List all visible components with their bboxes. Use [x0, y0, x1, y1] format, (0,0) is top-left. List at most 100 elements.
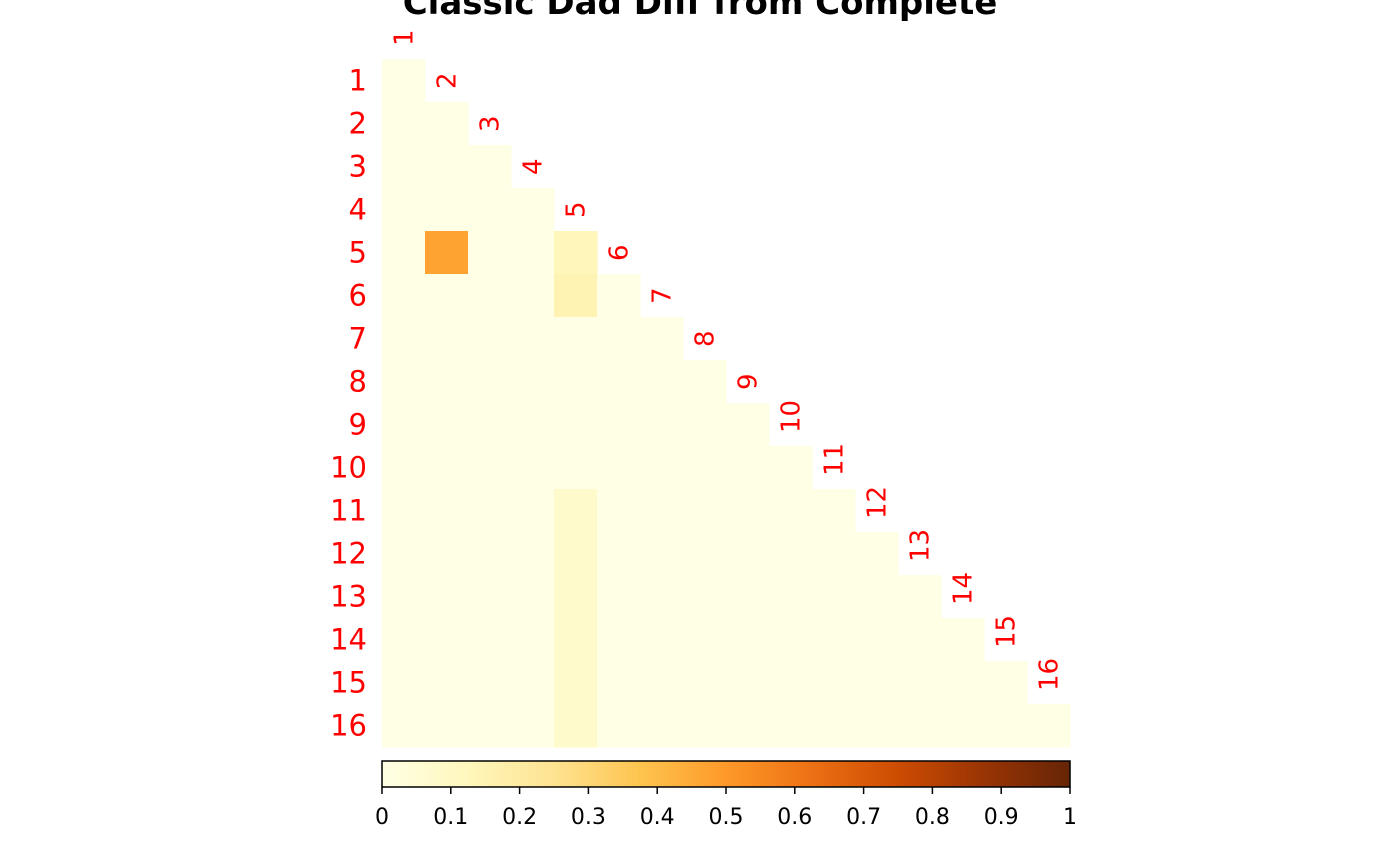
heatmap-cell-r15-c6 [597, 661, 641, 705]
heatmap-cell-r13-c1 [382, 575, 426, 619]
heatmap-cell-r16-c5 [554, 704, 598, 748]
heatmap-cell-r15-c2 [425, 661, 469, 705]
colorbar-tick-label: 0.1 [433, 805, 468, 830]
column-label-15: 15 [992, 615, 1022, 648]
heatmap-cell-r16-c12 [855, 704, 899, 748]
heatmap-cell-r14-c2 [425, 618, 469, 662]
heatmap-cell-r13-c5 [554, 575, 598, 619]
heatmap-cell-r11-c11 [812, 489, 856, 533]
heatmap-cell-r16-c4 [511, 704, 555, 748]
heatmap-cell-r14-c9 [726, 618, 770, 662]
heatmap-cell-r11-c1 [382, 489, 426, 533]
chart-title: Classic Dad Diff from Complete [403, 0, 998, 23]
heatmap-cell-r16-c6 [597, 704, 641, 748]
heatmap-cell-r8-c2 [425, 360, 469, 404]
heatmap-cell-r7-c7 [640, 317, 684, 361]
heatmap-cell-r15-c10 [769, 661, 813, 705]
heatmap-cell-r16-c14 [941, 704, 985, 748]
heatmap-cell-r16-c13 [898, 704, 942, 748]
heatmap-cell-r9-c2 [425, 403, 469, 447]
row-label-13: 13 [330, 580, 367, 614]
heatmap-cell-r11-c5 [554, 489, 598, 533]
column-label-9: 9 [734, 373, 764, 390]
colorbar-tick-label: 1 [1063, 805, 1077, 830]
heatmap-cell-r16-c15 [984, 704, 1028, 748]
heatmap-cell-r12-c2 [425, 532, 469, 576]
row-label-3: 3 [349, 150, 367, 184]
heatmap-cell-r16-c11 [812, 704, 856, 748]
heatmap-cell-r14-c10 [769, 618, 813, 662]
heatmap-cell-r2-c2 [425, 102, 469, 146]
heatmap-cell-r15-c13 [898, 661, 942, 705]
heatmap-cell-r15-c8 [683, 661, 727, 705]
heatmap-cell-r14-c13 [898, 618, 942, 662]
heatmap-cell-r11-c3 [468, 489, 512, 533]
heatmap-cell-r16-c16 [1027, 704, 1071, 748]
heatmap-cell-r15-c5 [554, 661, 598, 705]
heatmap-cell-r16-c8 [683, 704, 727, 748]
heatmap-cell-r8-c4 [511, 360, 555, 404]
heatmap-cell-r11-c6 [597, 489, 641, 533]
heatmap-cell-r12-c5 [554, 532, 598, 576]
heatmap-cell-r4-c1 [382, 188, 426, 232]
heatmap-cell-r6-c6 [597, 274, 641, 318]
heatmap-cell-r10-c7 [640, 446, 684, 490]
heatmap-cell-r6-c2 [425, 274, 469, 318]
heatmap-cell-r16-c9 [726, 704, 770, 748]
heatmap-cell-r5-c1 [382, 231, 426, 275]
heatmap-cell-r4-c4 [511, 188, 555, 232]
heatmap-cell-r15-c9 [726, 661, 770, 705]
heatmap-cell-r16-c7 [640, 704, 684, 748]
heatmap-cell-r10-c3 [468, 446, 512, 490]
heatmap-cell-r13-c13 [898, 575, 942, 619]
heatmap-cell-r12-c8 [683, 532, 727, 576]
heatmap-cell-r14-c14 [941, 618, 985, 662]
heatmap-cell-r9-c8 [683, 403, 727, 447]
heatmap-cell-r14-c7 [640, 618, 684, 662]
row-label-5: 5 [349, 236, 367, 270]
colorbar-tick-label: 0.9 [984, 805, 1019, 830]
heatmap-cell-r12-c6 [597, 532, 641, 576]
heatmap-cell-r10-c9 [726, 446, 770, 490]
heatmap-cell-r9-c3 [468, 403, 512, 447]
row-label-15: 15 [330, 666, 367, 700]
heatmap-cell-r5-c4 [511, 231, 555, 275]
heatmap-cell-r6-c3 [468, 274, 512, 318]
heatmap-cell-r11-c9 [726, 489, 770, 533]
row-label-6: 6 [349, 279, 367, 313]
heatmap-cell-r7-c2 [425, 317, 469, 361]
row-label-16: 16 [330, 709, 367, 743]
heatmap-cell-r7-c6 [597, 317, 641, 361]
colorbar-tick-label: 0.5 [709, 805, 744, 830]
heatmap-cell-r15-c15 [984, 661, 1028, 705]
heatmap-cell-r8-c8 [683, 360, 727, 404]
heatmap-cell-r10-c5 [554, 446, 598, 490]
column-label-16: 16 [1035, 658, 1065, 691]
colorbar-tick-label: 0.4 [640, 805, 675, 830]
colorbar-gradient [381, 760, 1071, 788]
heatmap-cell-r14-c1 [382, 618, 426, 662]
heatmap-cell-r4-c2 [425, 188, 469, 232]
heatmap-cell-r12-c3 [468, 532, 512, 576]
heatmap-cell-r12-c1 [382, 532, 426, 576]
heatmap-cell-r8-c6 [597, 360, 641, 404]
heatmap-cell-r14-c8 [683, 618, 727, 662]
heatmap-cell-r8-c3 [468, 360, 512, 404]
row-label-14: 14 [330, 623, 367, 657]
heatmap-cell-r11-c2 [425, 489, 469, 533]
heatmap-cell-r13-c9 [726, 575, 770, 619]
heatmap-cell-r10-c10 [769, 446, 813, 490]
heatmap-cell-r12-c11 [812, 532, 856, 576]
column-label-1: 1 [390, 29, 420, 46]
heatmap-cell-r11-c8 [683, 489, 727, 533]
column-label-3: 3 [476, 115, 506, 132]
column-label-11: 11 [820, 443, 850, 476]
heatmap-cell-r12-c12 [855, 532, 899, 576]
row-label-11: 11 [330, 494, 367, 528]
heatmap-cell-r13-c6 [597, 575, 641, 619]
heatmap-cell-r9-c6 [597, 403, 641, 447]
heatmap-cell-r7-c1 [382, 317, 426, 361]
colorbar-tick-label: 0.2 [502, 805, 537, 830]
